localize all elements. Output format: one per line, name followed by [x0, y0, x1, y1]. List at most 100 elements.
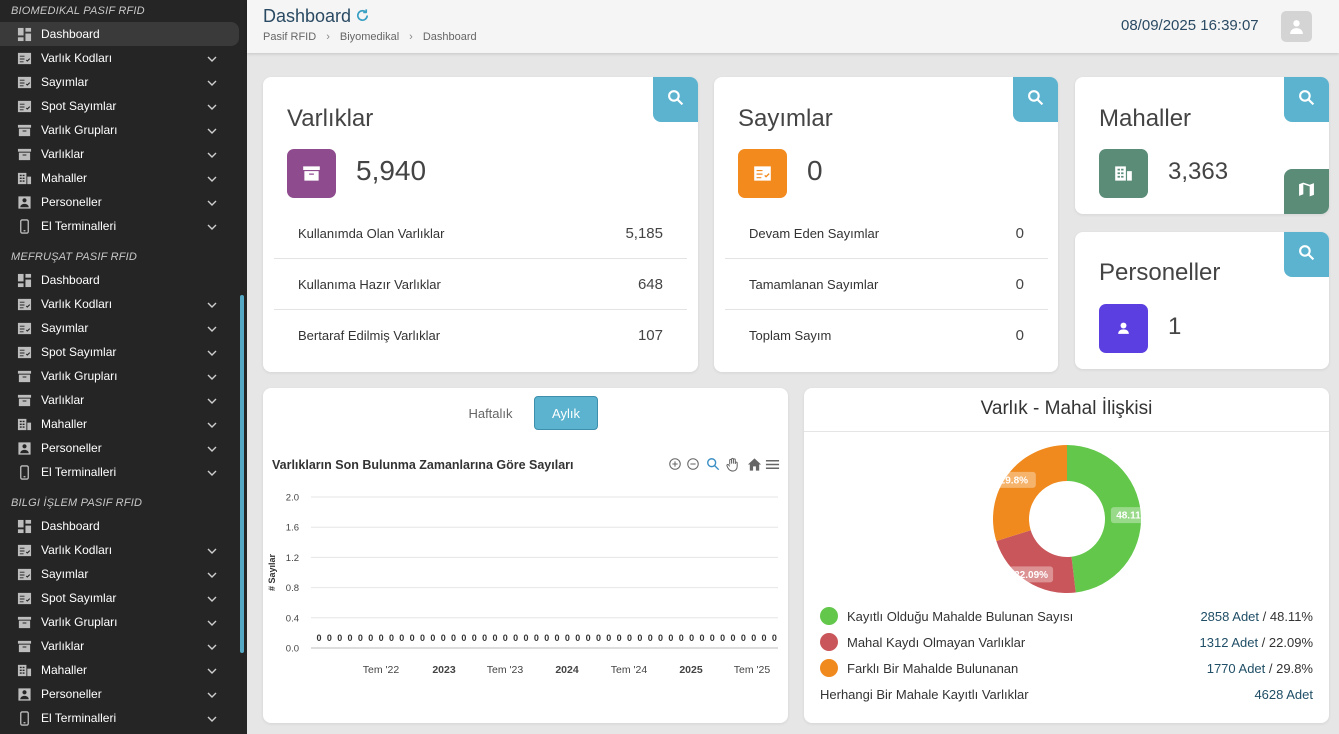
sidebar-item-dashboard[interactable]: Dashboard [0, 514, 247, 538]
chevron-down-icon[interactable] [206, 323, 218, 333]
bar-data-label: 0 [658, 633, 663, 643]
x-tick-label: Tem '23 [487, 664, 524, 676]
sidebar-item-varlık-kodları[interactable]: Varlık Kodları [0, 46, 247, 70]
chevron-down-icon[interactable] [206, 347, 218, 357]
sidebar-item-label: Varlıklar [41, 147, 85, 161]
sidebar-item-varlık-kodları[interactable]: Varlık Kodları [0, 292, 247, 316]
menu-icon[interactable] [765, 457, 780, 472]
sidebar-item-label: Sayımlar [41, 321, 89, 335]
tab-aylik[interactable]: Aylık [534, 396, 598, 430]
chevron-down-icon[interactable] [206, 419, 218, 429]
tab-haftalik[interactable]: Haftalık [468, 405, 513, 421]
sidebar-item-varlıklar[interactable]: Varlıklar [0, 142, 247, 166]
sidebar-item-mahaller[interactable]: Mahaller [0, 412, 247, 436]
sayimlar-search-button[interactable] [1013, 77, 1058, 122]
refresh-icon[interactable] [355, 8, 370, 23]
sidebar-item-personeller[interactable]: Personeller [0, 436, 247, 460]
sayimlar-card: Sayımlar 0 Devam Eden Sayımlar 0 Tamamla… [714, 77, 1058, 372]
chevron-down-icon[interactable] [206, 77, 218, 87]
sidebar-item-sayımlar[interactable]: Sayımlar [0, 316, 247, 340]
avatar[interactable] [1281, 11, 1312, 42]
legend-item[interactable]: Farklı Bir Mahalde Bulunanan 1770 Adet / … [820, 658, 1313, 678]
chevron-down-icon[interactable] [206, 713, 218, 723]
pie-slice[interactable] [993, 445, 1067, 541]
sidebar-item-dashboard[interactable]: Dashboard [0, 22, 239, 46]
x-tick-label: Tem '24 [611, 664, 648, 676]
building-icon [16, 416, 32, 432]
sidebar-item-sayımlar[interactable]: Sayımlar [0, 562, 247, 586]
dashboard-icon [16, 518, 32, 534]
pie-footer: Herhangi Bir Mahale Kayıtlı Varlıklar 46… [820, 684, 1313, 704]
sidebar-item-varlık-kodları[interactable]: Varlık Kodları [0, 538, 247, 562]
breadcrumb-item[interactable]: Pasif RFID [263, 31, 317, 43]
legend-item[interactable]: Kayıtlı Olduğu Mahalde Bulunan Sayısı 285… [820, 606, 1313, 626]
stat-value: 0 [1015, 224, 1024, 242]
chevron-down-icon[interactable] [206, 149, 218, 159]
mahaller-map-button[interactable] [1284, 169, 1329, 214]
bar-data-label: 0 [492, 633, 497, 643]
chevron-down-icon[interactable] [206, 665, 218, 675]
chevron-down-icon[interactable] [206, 593, 218, 603]
bar-data-label: 0 [389, 633, 394, 643]
stat-label: Kullanıma Hazır Varlıklar [298, 276, 441, 292]
sidebar-scrollbar[interactable] [240, 295, 244, 653]
sidebar-item-mahaller[interactable]: Mahaller [0, 166, 247, 190]
card-title: Personeller [1099, 259, 1221, 286]
chevron-down-icon[interactable] [206, 545, 218, 555]
sidebar-item-varlıklar[interactable]: Varlıklar [0, 388, 247, 412]
chevron-down-icon[interactable] [206, 173, 218, 183]
chevron-down-icon[interactable] [206, 443, 218, 453]
sidebar-item-varlık-grupları[interactable]: Varlık Grupları [0, 610, 247, 634]
chevron-down-icon[interactable] [206, 641, 218, 651]
breadcrumb-item[interactable]: Biyomedikal [339, 31, 400, 43]
x-tick-label: 2025 [679, 664, 703, 676]
personeller-search-button[interactable] [1284, 232, 1329, 277]
sidebar-item-mahaller[interactable]: Mahaller [0, 658, 247, 682]
pan-hand-icon[interactable] [725, 457, 740, 472]
pie-slice[interactable] [996, 530, 1076, 593]
sidebar-item-personeller[interactable]: Personeller [0, 190, 247, 214]
pie-slice-label: 22.09% [1009, 566, 1054, 583]
sidebar-item-varlık-grupları[interactable]: Varlık Grupları [0, 364, 247, 388]
chevron-down-icon[interactable] [206, 197, 218, 207]
legend-item[interactable]: Mahal Kaydı Olmayan Varlıklar 1312 Adet /… [820, 632, 1313, 652]
sidebar-item-label: El Terminalleri [41, 465, 117, 479]
sidebar-item-personeller[interactable]: Personeller [0, 682, 247, 706]
sidebar-item-spot-sayımlar[interactable]: Spot Sayımlar [0, 340, 247, 364]
selection-zoom-icon[interactable] [706, 457, 721, 472]
stat-row: Kullanımda Olan Varlıklar 5,185 [274, 208, 687, 259]
chevron-down-icon[interactable] [206, 617, 218, 627]
chevron-down-icon[interactable] [206, 371, 218, 381]
sidebar-item-varlıklar[interactable]: Varlıklar [0, 634, 247, 658]
sidebar-section-title: MEFRUŞAT PASIF RFID [11, 251, 138, 263]
chevron-down-icon[interactable] [206, 299, 218, 309]
chevron-down-icon[interactable] [206, 467, 218, 477]
mahaller-search-button[interactable] [1284, 77, 1329, 122]
sidebar-item-el-terminalleri[interactable]: El Terminalleri [0, 706, 247, 730]
chevron-down-icon[interactable] [206, 569, 218, 579]
bar-data-label: 0 [441, 633, 446, 643]
home-reset-icon[interactable] [747, 457, 762, 472]
bar-data-label: 0 [544, 633, 549, 643]
sidebar-item-el-terminalleri[interactable]: El Terminalleri [0, 460, 247, 484]
chevron-down-icon[interactable] [206, 221, 218, 231]
chevron-down-icon[interactable] [206, 53, 218, 63]
sidebar-item-label: El Terminalleri [41, 711, 117, 725]
zoom-out-icon[interactable] [686, 457, 701, 472]
pie-slice[interactable] [1067, 445, 1141, 593]
chevron-down-icon[interactable] [206, 125, 218, 135]
sidebar-item-dashboard[interactable]: Dashboard [0, 268, 247, 292]
sidebar-item-spot-sayımlar[interactable]: Spot Sayımlar [0, 586, 247, 610]
stat-row: Devam Eden Sayımlar 0 [725, 208, 1048, 259]
varliklar-search-button[interactable] [653, 77, 698, 122]
sidebar-item-spot-sayımlar[interactable]: Spot Sayımlar [0, 94, 247, 118]
sidebar-item-sayımlar[interactable]: Sayımlar [0, 70, 247, 94]
sidebar-item-varlık-grupları[interactable]: Varlık Grupları [0, 118, 247, 142]
chevron-down-icon[interactable] [206, 395, 218, 405]
sidebar-item-el-terminalleri[interactable]: El Terminalleri [0, 214, 247, 238]
sidebar-item-label: Varlık Grupları [41, 123, 118, 137]
legend-color-dot [820, 659, 838, 677]
zoom-in-icon[interactable] [668, 457, 683, 472]
chevron-down-icon[interactable] [206, 689, 218, 699]
chevron-down-icon[interactable] [206, 101, 218, 111]
